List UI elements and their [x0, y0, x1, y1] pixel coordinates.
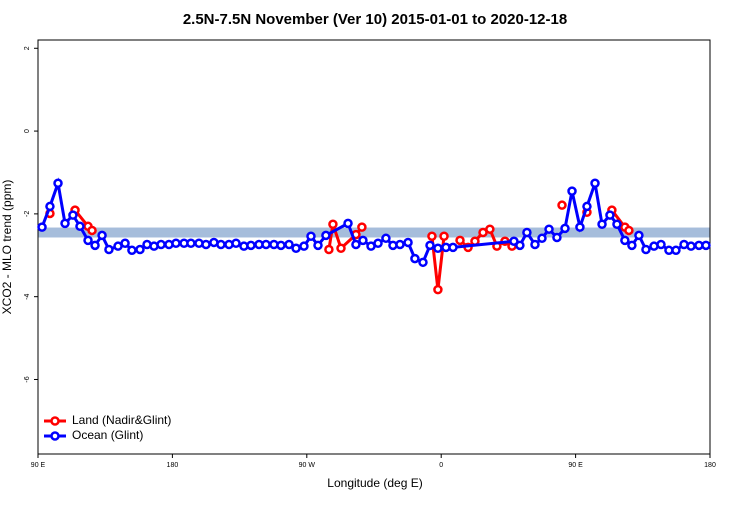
point: [60, 218, 70, 229]
point: [425, 240, 435, 251]
point: [343, 218, 353, 229]
point: [515, 240, 525, 251]
point: [97, 230, 107, 241]
point: [291, 243, 301, 253]
point: [351, 239, 361, 250]
point: [605, 210, 615, 220]
reference-band: [38, 227, 710, 238]
point: [83, 235, 93, 246]
point: [395, 239, 405, 250]
point: [261, 239, 271, 250]
point: [522, 227, 532, 238]
point: [246, 240, 256, 251]
point: [276, 240, 286, 251]
chart-title: 2.5N-7.5N November (Ver 10) 2015-01-01 t…: [183, 11, 567, 28]
legend-marker: [50, 431, 60, 441]
x-tick-label: 0: [439, 462, 443, 469]
point: [433, 243, 443, 253]
y-tick-label: 2: [24, 46, 31, 50]
point: [231, 238, 241, 249]
point: [671, 245, 681, 256]
point: [597, 219, 607, 229]
point: [156, 239, 166, 250]
point: [620, 235, 630, 246]
point: [537, 233, 547, 244]
point: [127, 245, 137, 256]
point: [373, 238, 383, 249]
point: [358, 235, 368, 246]
point: [656, 239, 666, 250]
point: [313, 240, 323, 251]
point: [455, 235, 465, 246]
point: [186, 238, 196, 249]
point: [68, 210, 78, 220]
point: [433, 284, 443, 295]
y-tick-label: 0: [24, 129, 31, 133]
point: [75, 221, 85, 232]
y-tick-label: -4: [24, 293, 31, 299]
point: [641, 244, 651, 255]
point: [627, 240, 637, 251]
point: [612, 219, 622, 229]
point: [201, 239, 211, 250]
point: [418, 257, 428, 268]
point: [410, 253, 420, 264]
x-axis-label: Longitude (deg E): [327, 476, 422, 490]
point: [104, 244, 114, 255]
point: [439, 231, 449, 241]
x-tick-label: 180: [167, 462, 179, 469]
point: [120, 238, 130, 249]
x-tick-label: 90 E: [31, 462, 46, 469]
point: [171, 238, 181, 249]
legend-label: Land (Nadir&Glint): [72, 413, 171, 427]
legend-marker: [50, 416, 60, 426]
y-axis-label: XCO2 - MLO trend (ppm): [0, 180, 14, 315]
y-tick-label: -6: [24, 376, 31, 382]
point: [306, 231, 316, 241]
point: [328, 219, 338, 229]
point: [324, 244, 334, 255]
point: [544, 224, 554, 234]
point: [448, 242, 458, 253]
point: [53, 178, 63, 188]
x-tick-label: 90 W: [299, 462, 316, 469]
x-tick-label: 180: [704, 462, 716, 469]
point: [87, 225, 97, 236]
x-tick-label: 90 E: [568, 462, 583, 469]
point: [582, 201, 592, 212]
point: [216, 239, 226, 250]
point: [560, 223, 570, 234]
point: [509, 236, 519, 246]
point: [634, 230, 644, 241]
point: [567, 186, 577, 196]
point: [381, 233, 391, 244]
point: [336, 243, 346, 253]
point: [403, 237, 413, 248]
point: [552, 232, 562, 243]
point: [37, 222, 47, 232]
point: [90, 240, 100, 251]
point: [284, 239, 294, 250]
point: [45, 201, 55, 212]
point: [575, 222, 585, 232]
point: [427, 231, 437, 241]
y-tick-label: -2: [24, 211, 31, 217]
point: [590, 178, 600, 188]
point: [701, 240, 711, 251]
point: [135, 244, 145, 255]
legend-label: Ocean (Glint): [72, 428, 143, 442]
point: [299, 241, 309, 251]
point: [321, 230, 331, 241]
point: [686, 241, 696, 251]
point: [485, 224, 495, 234]
point: [357, 222, 367, 232]
point: [530, 239, 540, 250]
point: [557, 200, 567, 210]
point: [624, 225, 634, 236]
